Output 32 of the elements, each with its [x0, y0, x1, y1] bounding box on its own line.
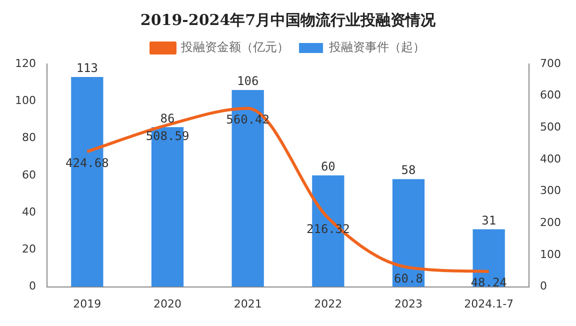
- y-tick-label: 0: [28, 280, 36, 293]
- data-label: 113: [76, 61, 98, 76]
- y2-tick-label: 500: [540, 120, 562, 134]
- chart-title: 2019-2024年7月中国物流行业投融资情况: [140, 10, 437, 29]
- data-label: 31: [482, 213, 496, 228]
- y-tick-label: 120: [14, 56, 36, 70]
- x-tick-label: 2019: [73, 297, 102, 310]
- bar: [392, 179, 425, 287]
- y2-tick-label: 600: [540, 88, 562, 102]
- data-label: 106: [236, 74, 259, 88]
- x-tick-label: 2023: [394, 297, 422, 310]
- legend-label: 投融资金额（亿元）: [180, 40, 289, 54]
- y2-tick-label: 100: [540, 248, 562, 261]
- data-label: 58: [401, 163, 416, 178]
- y-tick-label: 100: [14, 94, 36, 107]
- x-tick-label: 2021: [234, 297, 262, 310]
- data-label: 86: [160, 111, 175, 126]
- data-label: 60: [320, 160, 336, 174]
- x-tick-label: 2022: [314, 297, 342, 310]
- y-tick-label: 40: [22, 205, 36, 218]
- y-tick-label: 60: [22, 168, 36, 182]
- y2-tick-label: 300: [540, 184, 562, 198]
- y2-tick-label: 200: [540, 216, 562, 229]
- y-tick-label: 20: [22, 242, 36, 256]
- y-tick-label: 80: [22, 131, 36, 144]
- data-label: 60.8: [394, 272, 423, 286]
- x-tick-label: 2020: [154, 297, 182, 310]
- y2-tick-label: 700: [540, 56, 562, 70]
- legend-label: 投融资事件（起）: [328, 40, 425, 54]
- y2-tick-label: 0: [540, 280, 548, 293]
- y2-tick-label: 400: [540, 152, 562, 166]
- x-tick-label: 2024.1-7: [464, 297, 514, 310]
